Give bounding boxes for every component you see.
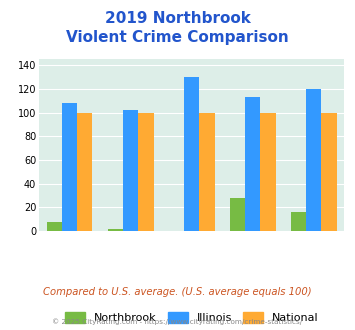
Bar xyxy=(77,113,92,231)
Text: © 2025 CityRating.com - https://www.cityrating.com/crime-statistics/: © 2025 CityRating.com - https://www.city… xyxy=(53,318,302,325)
Text: Compared to U.S. average. (U.S. average equals 100): Compared to U.S. average. (U.S. average … xyxy=(43,287,312,297)
Bar xyxy=(47,221,62,231)
Bar xyxy=(230,198,245,231)
Bar xyxy=(291,212,306,231)
Bar xyxy=(123,110,138,231)
Bar xyxy=(322,113,337,231)
Bar xyxy=(108,229,123,231)
Bar xyxy=(184,77,200,231)
Bar xyxy=(138,113,153,231)
Bar xyxy=(200,113,214,231)
Bar xyxy=(245,97,261,231)
Legend: Northbrook, Illinois, National: Northbrook, Illinois, National xyxy=(65,312,318,323)
Bar xyxy=(261,113,275,231)
Bar xyxy=(306,89,322,231)
Text: Violent Crime Comparison: Violent Crime Comparison xyxy=(66,30,289,46)
Text: 2019 Northbrook: 2019 Northbrook xyxy=(105,11,250,26)
Bar xyxy=(62,103,77,231)
